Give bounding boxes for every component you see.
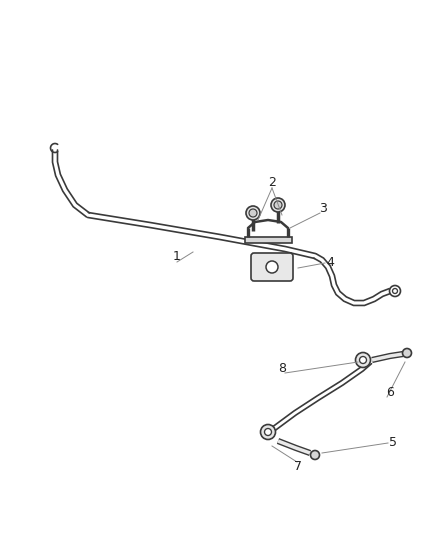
Text: 1: 1	[173, 251, 181, 263]
Text: 7: 7	[294, 461, 302, 473]
Text: 2: 2	[268, 176, 276, 190]
Polygon shape	[53, 150, 89, 217]
Text: 3: 3	[319, 201, 327, 214]
Circle shape	[389, 286, 400, 296]
Circle shape	[403, 349, 411, 358]
Circle shape	[249, 209, 257, 217]
Circle shape	[356, 352, 371, 367]
Text: 6: 6	[386, 385, 394, 399]
Text: 5: 5	[389, 437, 397, 449]
Circle shape	[246, 206, 260, 220]
Polygon shape	[271, 360, 371, 432]
Polygon shape	[88, 213, 315, 259]
Polygon shape	[314, 254, 391, 305]
Circle shape	[266, 261, 278, 273]
Circle shape	[360, 357, 367, 364]
Text: 8: 8	[278, 361, 286, 375]
Polygon shape	[245, 237, 292, 243]
Circle shape	[392, 288, 398, 294]
Circle shape	[311, 450, 319, 459]
Circle shape	[274, 201, 282, 209]
Circle shape	[271, 198, 285, 212]
FancyBboxPatch shape	[251, 253, 293, 281]
Circle shape	[265, 429, 272, 435]
Circle shape	[261, 424, 276, 440]
Text: 4: 4	[326, 256, 334, 270]
